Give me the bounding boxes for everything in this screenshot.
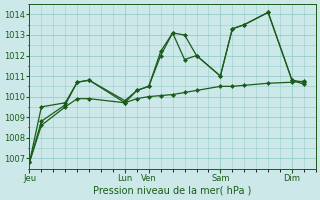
X-axis label: Pression niveau de la mer( hPa ): Pression niveau de la mer( hPa ) [93, 186, 252, 196]
